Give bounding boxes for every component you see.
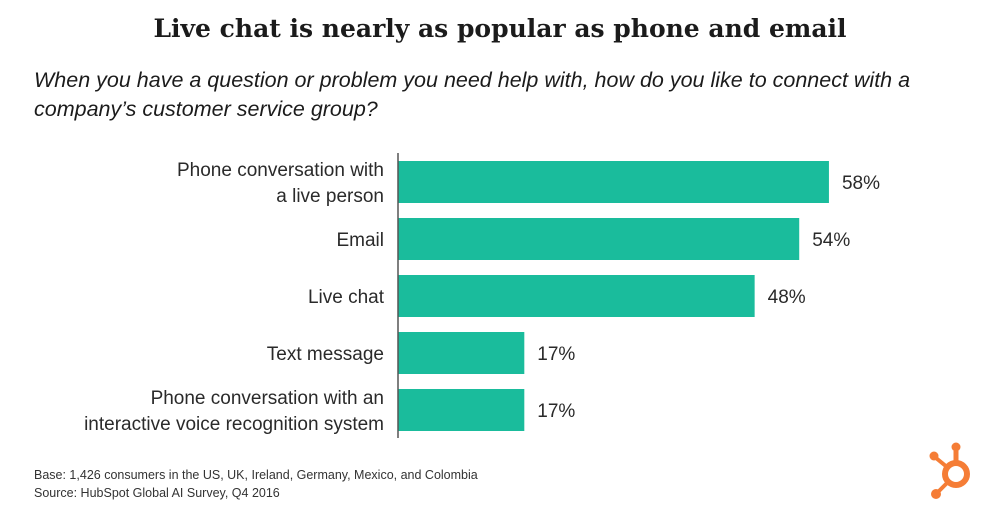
category-label-line: a live person — [276, 186, 384, 207]
bar-value-label: 48% — [768, 287, 806, 308]
category-label-line: Text message — [267, 344, 384, 365]
category-label-line: interactive voice recognition system — [84, 414, 384, 435]
chart-title: Live chat is nearly as popular as phone … — [153, 14, 847, 43]
bar — [398, 161, 829, 203]
category-label-line: Live chat — [308, 287, 385, 308]
chart-subtitle: When you have a question or problem you … — [34, 68, 911, 121]
bar-value-label: 58% — [842, 173, 880, 194]
category-label-line: Email — [336, 230, 384, 251]
category-label: Live chat — [308, 287, 385, 308]
bar — [398, 218, 800, 260]
category-label: Phone conversation with a live person — [177, 160, 384, 207]
bar — [398, 389, 525, 431]
category-label: Email — [336, 230, 384, 251]
category-label: Phone conversation with an interactive vo… — [84, 388, 384, 435]
footnote-base: Base: 1,426 consumers in the US, UK, Ire… — [34, 468, 478, 482]
bars-layer: 58% Phone conversation with a live person 5… — [84, 160, 880, 435]
bar — [398, 332, 525, 374]
hubspot-sprocket-icon — [929, 442, 970, 499]
footnote-source: Source: HubSpot Global AI Survey, Q4 201… — [34, 486, 280, 500]
category-label-line: Phone conversation with an — [151, 388, 384, 409]
bar-value-label: 54% — [812, 230, 850, 251]
bar-chart: 58% Phone conversation with a live person 5… — [84, 153, 880, 438]
category-label-line: Phone conversation with — [177, 160, 384, 181]
category-label: Text message — [267, 344, 384, 365]
bar-value-label: 17% — [537, 401, 575, 422]
bar — [398, 275, 755, 317]
bar-value-label: 17% — [537, 344, 575, 365]
